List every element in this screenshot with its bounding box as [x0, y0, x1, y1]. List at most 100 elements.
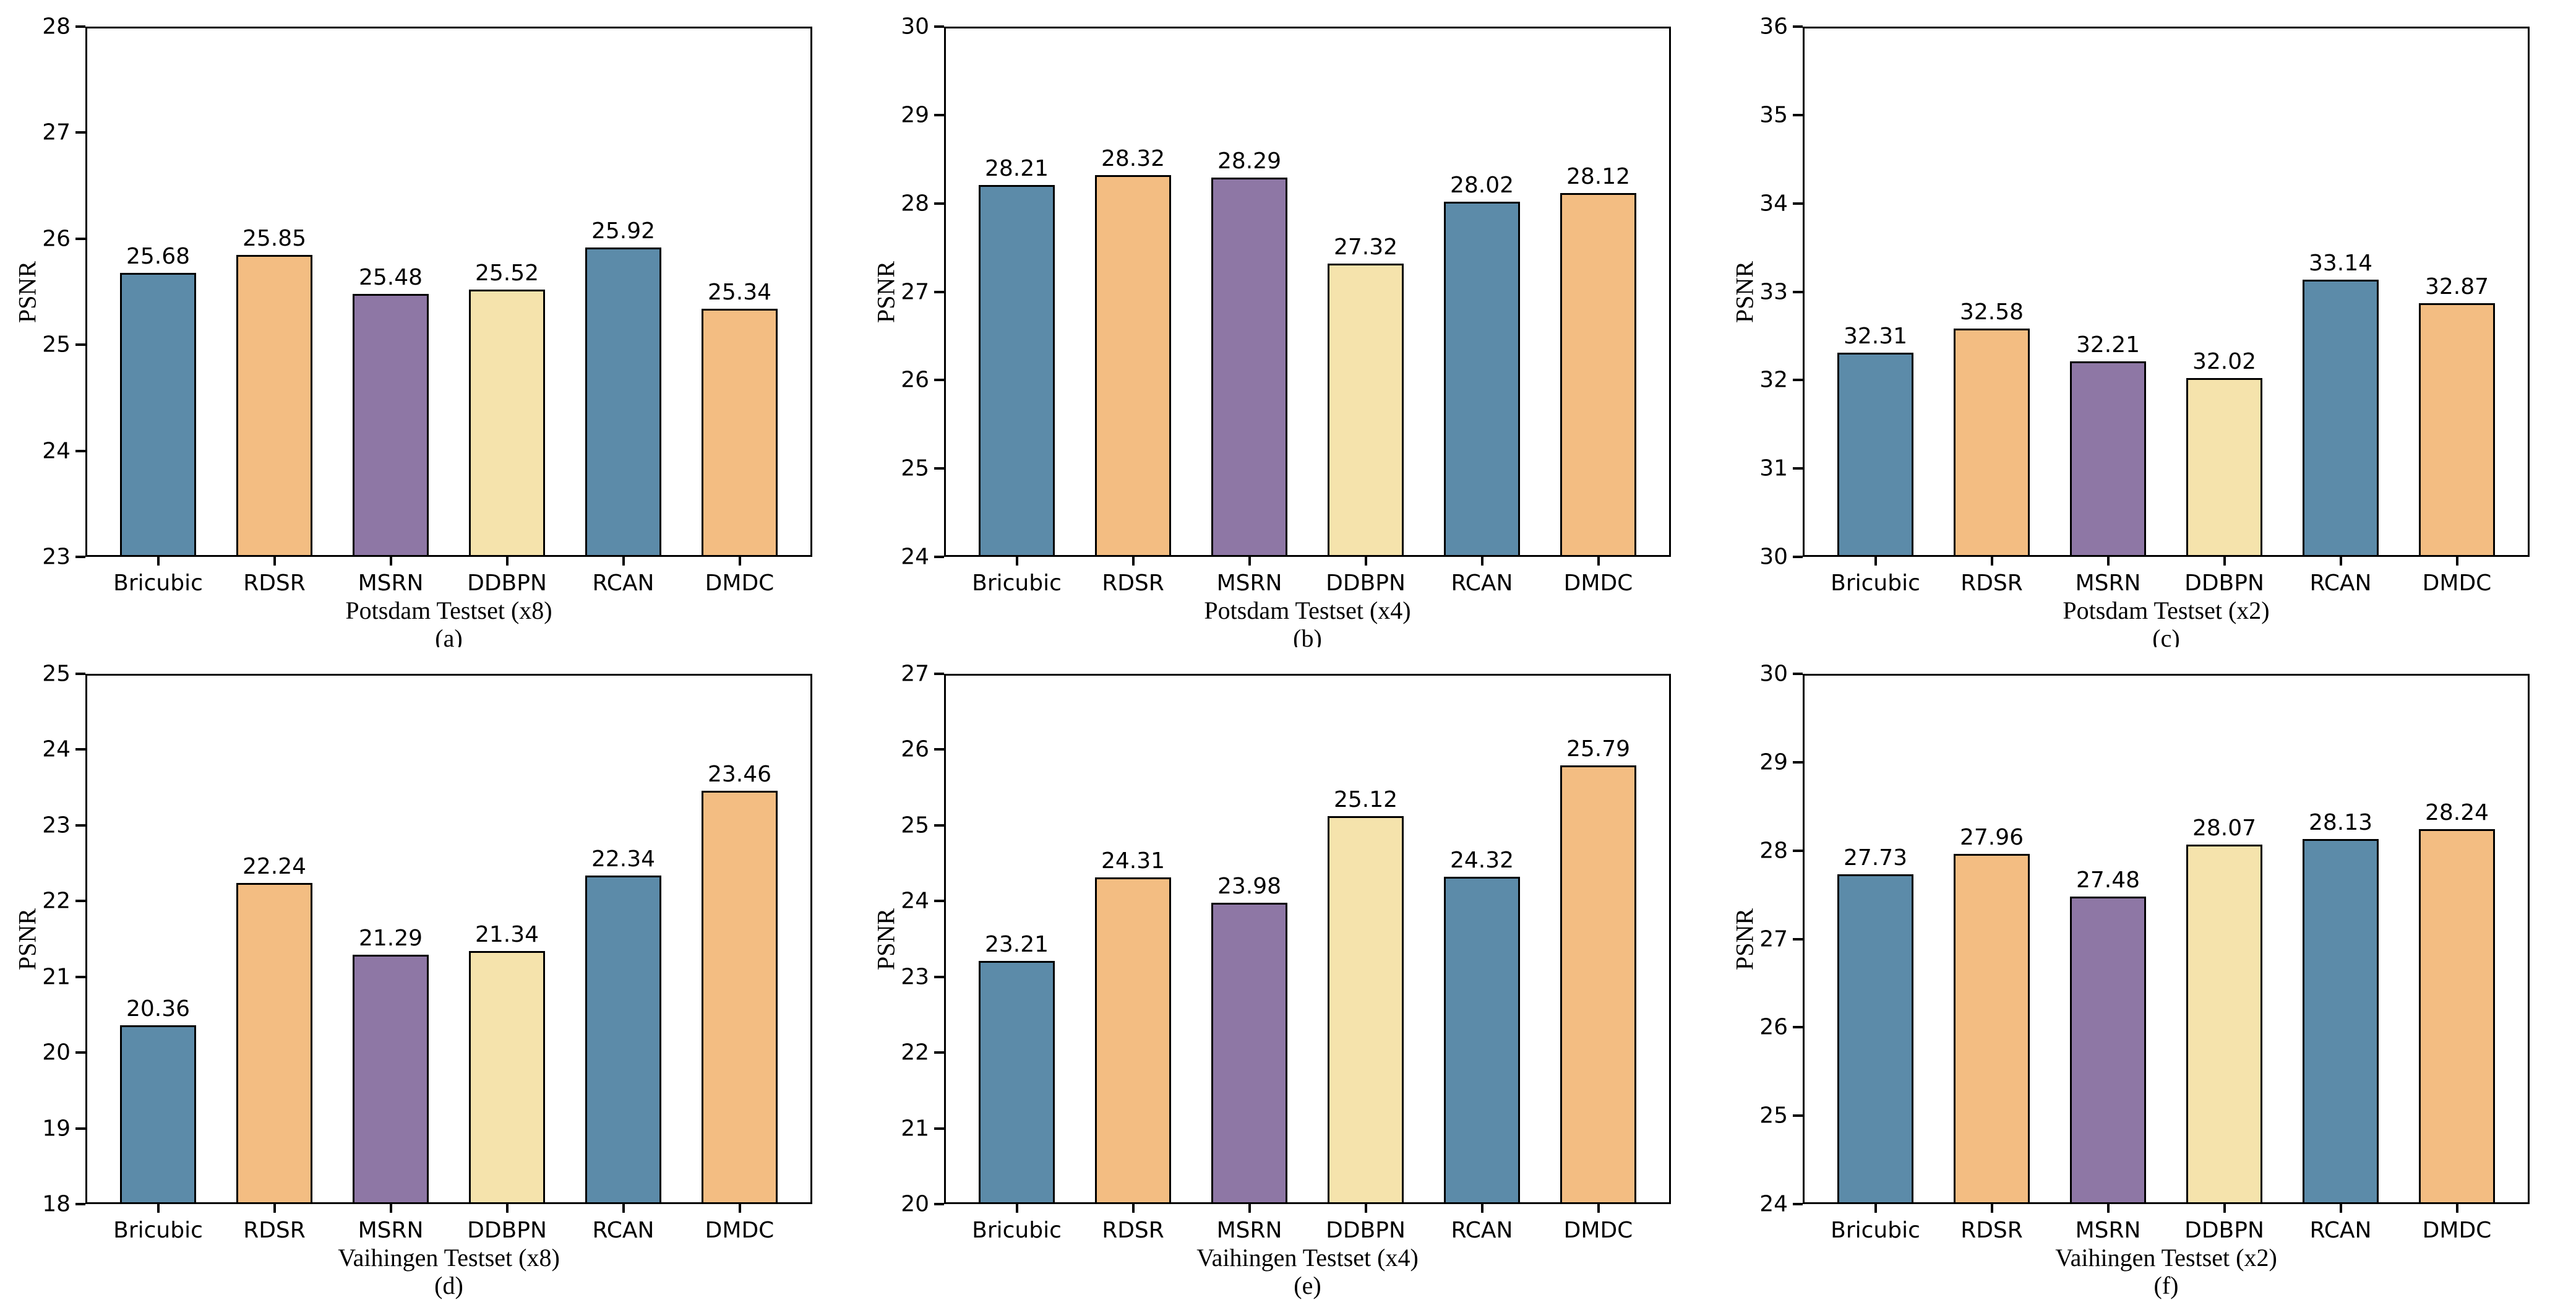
x-axis-tick [157, 557, 160, 566]
y-axis-tick [75, 556, 85, 558]
x-axis-tick [622, 1204, 625, 1213]
x-axis-tick [2455, 557, 2458, 566]
bar-value-label-msrn: 23.98 [1217, 873, 1282, 899]
y-tick-label: 27 [901, 661, 929, 687]
x-tick-label-msrn: MSRN [1216, 570, 1282, 596]
y-axis-tick [1793, 379, 1803, 382]
y-tick-label: 31 [1759, 455, 1788, 481]
y-axis-tick [1793, 25, 1803, 28]
y-tick-label: 27 [1759, 926, 1788, 952]
x-tick-label-dmdc: DMDC [2422, 570, 2492, 596]
y-axis-tick [1793, 937, 1803, 941]
x-axis-tick [1990, 1204, 1993, 1213]
y-tick-label: 18 [42, 1191, 71, 1217]
y-axis-tick [75, 237, 85, 240]
y-axis-title-a: PSNR [13, 260, 41, 323]
bar-dmdc [2418, 303, 2496, 557]
x-axis-title-b: Potsdam Testset (x4) [1204, 596, 1411, 624]
y-tick-label: 22 [42, 888, 71, 914]
bar-value-label-rcan: 25.92 [591, 218, 656, 244]
y-tick-label: 36 [1759, 14, 1788, 40]
x-axis-tick [1480, 557, 1483, 566]
y-tick-label: 33 [1759, 279, 1788, 304]
y-tick-label: 34 [1759, 191, 1788, 217]
y-axis-tick [1793, 1203, 1803, 1205]
y-axis-tick [75, 1203, 85, 1205]
y-tick-label: 30 [901, 14, 929, 40]
bar-value-label-ddbpn: 28.07 [2192, 815, 2257, 841]
y-tick-label: 26 [42, 226, 71, 252]
x-tick-label-msrn: MSRN [358, 570, 424, 596]
bar-bricubic [119, 1025, 197, 1204]
y-tick-label: 25 [1759, 1103, 1788, 1129]
y-axis-tick [1793, 673, 1803, 675]
bar-value-label-rcan: 24.32 [1449, 848, 1514, 874]
bar-dmdc [1560, 765, 1637, 1204]
x-axis-tick [1248, 557, 1251, 566]
x-tick-label-bricubic: Bricubic [1831, 1218, 1920, 1243]
bar-value-label-dmdc: 28.12 [1566, 163, 1631, 189]
bar-value-label-ddbpn: 25.12 [1333, 787, 1398, 813]
x-axis-tick [622, 557, 625, 566]
y-axis-tick [934, 975, 944, 978]
bar-dmdc [701, 308, 778, 557]
x-tick-label-ddbpn: DDBPN [467, 570, 547, 596]
x-axis-tick [738, 1204, 741, 1213]
y-tick-label: 28 [1759, 838, 1788, 864]
bar-value-label-dmdc: 25.79 [1566, 736, 1631, 762]
plot-area-d [85, 674, 812, 1204]
y-tick-label: 25 [42, 332, 71, 358]
y-axis-tick [75, 1127, 85, 1130]
x-tick-label-msrn: MSRN [2075, 570, 2141, 596]
y-axis-tick [1793, 290, 1803, 293]
y-tick-label: 20 [901, 1191, 929, 1217]
panel-label-d: (d) [434, 1272, 463, 1299]
bar-value-label-rdsr: 25.85 [242, 225, 307, 251]
y-axis-tick [934, 202, 944, 205]
bar-value-label-dmdc: 23.46 [707, 761, 772, 787]
x-axis-tick [273, 1204, 276, 1213]
y-tick-label: 27 [42, 119, 71, 145]
x-axis-tick [157, 1204, 160, 1213]
bar-ddbpn [468, 951, 546, 1204]
x-axis-tick [1364, 1204, 1367, 1213]
bar-rdsr [1094, 877, 1172, 1204]
y-tick-label: 30 [1759, 661, 1788, 687]
x-tick-label-rdsr: RDSR [243, 1218, 306, 1243]
x-tick-label-dmdc: DMDC [1563, 570, 1633, 596]
bar-value-label-bricubic: 23.21 [984, 932, 1049, 957]
bar-rcan [2302, 839, 2379, 1204]
y-tick-label: 28 [42, 14, 71, 40]
bar-value-label-ddbpn: 21.34 [474, 922, 539, 948]
bar-bricubic [978, 184, 1055, 557]
bar-value-label-bricubic: 25.68 [126, 243, 191, 269]
y-tick-label: 21 [42, 964, 71, 990]
bar-dmdc [2418, 829, 2496, 1204]
plot-area-e [944, 674, 1671, 1204]
bar-value-label-bricubic: 28.21 [984, 155, 1049, 181]
x-tick-label-bricubic: Bricubic [1831, 570, 1920, 596]
bar-rcan [2302, 279, 2379, 557]
x-tick-label-rcan: RCAN [2309, 1218, 2372, 1243]
x-tick-label-rcan: RCAN [1451, 570, 1513, 596]
x-axis-tick [1248, 1204, 1251, 1213]
bar-bricubic [978, 961, 1055, 1204]
x-tick-label-msrn: MSRN [358, 1218, 424, 1243]
bar-value-label-msrn: 32.21 [2076, 332, 2140, 358]
bar-rdsr [1953, 329, 2030, 557]
bar-ddbpn [2186, 378, 2263, 557]
y-tick-label: 27 [901, 279, 929, 304]
x-axis-tick [1597, 557, 1600, 566]
x-tick-label-bricubic: Bricubic [972, 1218, 1062, 1243]
x-axis-title-c: Potsdam Testset (x2) [2063, 596, 2270, 624]
x-tick-label-dmdc: DMDC [705, 1218, 775, 1243]
x-tick-label-msrn: MSRN [1216, 1218, 1282, 1243]
y-tick-label: 24 [901, 888, 929, 914]
y-tick-label: 23 [42, 812, 71, 838]
plot-area-a [85, 27, 812, 557]
bar-value-label-rdsr: 24.31 [1101, 848, 1166, 874]
y-axis-tick [934, 556, 944, 558]
bar-value-label-rdsr: 32.58 [1959, 299, 2024, 325]
x-axis-tick [2455, 1204, 2458, 1213]
